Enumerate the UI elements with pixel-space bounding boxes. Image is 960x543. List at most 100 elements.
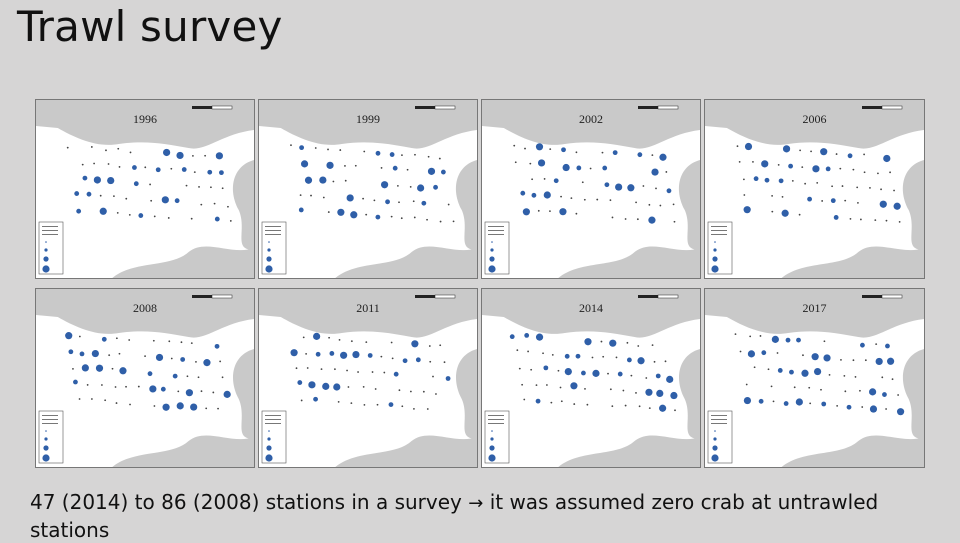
scale-bar bbox=[638, 106, 658, 109]
coastline-east bbox=[678, 160, 700, 250]
map-canvas bbox=[259, 289, 477, 467]
legend-text-line bbox=[711, 234, 727, 235]
station-marker bbox=[836, 405, 839, 407]
station-marker bbox=[527, 350, 530, 353]
station-marker bbox=[314, 147, 317, 149]
coastline-north bbox=[36, 289, 254, 338]
station-marker bbox=[385, 199, 390, 205]
station-marker bbox=[302, 336, 305, 339]
station-marker bbox=[365, 341, 368, 344]
station-marker bbox=[132, 165, 137, 170]
station-marker bbox=[531, 178, 534, 181]
station-marker bbox=[86, 191, 92, 197]
station-marker bbox=[432, 375, 434, 378]
station-marker bbox=[898, 220, 901, 223]
station-marker bbox=[128, 339, 131, 341]
station-marker bbox=[406, 168, 409, 171]
station-marker bbox=[113, 195, 115, 198]
station-marker bbox=[666, 188, 672, 194]
station-marker bbox=[163, 148, 171, 157]
station-marker bbox=[843, 374, 846, 377]
station-marker bbox=[411, 340, 419, 348]
scale-bar bbox=[434, 105, 456, 110]
station-marker bbox=[802, 354, 804, 357]
station-marker bbox=[537, 159, 546, 167]
station-marker bbox=[615, 183, 623, 191]
coastline-east bbox=[232, 160, 254, 250]
station-marker bbox=[78, 398, 81, 400]
station-marker bbox=[637, 357, 645, 365]
coastline-east bbox=[678, 349, 700, 439]
map-year-label: 2011 bbox=[356, 301, 380, 315]
station-marker bbox=[304, 176, 313, 184]
station-marker bbox=[636, 218, 639, 221]
station-marker bbox=[830, 198, 836, 204]
station-marker bbox=[809, 402, 812, 405]
station-marker bbox=[362, 197, 365, 200]
station-marker bbox=[559, 208, 567, 216]
station-marker bbox=[68, 349, 74, 355]
station-marker bbox=[764, 177, 770, 183]
coastline-east bbox=[232, 349, 254, 439]
station-marker bbox=[782, 145, 791, 153]
station-marker bbox=[736, 145, 739, 148]
station-marker bbox=[875, 357, 883, 366]
station-marker bbox=[168, 340, 171, 343]
station-marker bbox=[322, 382, 330, 390]
station-marker bbox=[190, 342, 193, 345]
station-marker bbox=[137, 385, 140, 388]
scale-bar bbox=[415, 295, 435, 298]
station-marker bbox=[327, 148, 329, 151]
legend-symbol bbox=[489, 445, 495, 451]
station-marker bbox=[413, 216, 416, 219]
station-marker bbox=[564, 353, 570, 359]
legend-text-line bbox=[42, 415, 58, 416]
station-marker bbox=[591, 356, 594, 359]
legend-symbol bbox=[44, 248, 48, 252]
station-marker bbox=[651, 154, 654, 157]
map-year-label: 1999 bbox=[356, 112, 380, 126]
station-marker bbox=[362, 385, 365, 388]
station-marker bbox=[344, 165, 346, 167]
legend-symbol bbox=[712, 256, 718, 262]
station-marker bbox=[190, 217, 193, 220]
station-marker bbox=[86, 384, 89, 386]
station-marker bbox=[602, 355, 605, 358]
station-marker bbox=[214, 216, 220, 222]
scale-bar bbox=[211, 294, 233, 299]
station-marker bbox=[334, 368, 336, 371]
station-marker bbox=[427, 167, 436, 175]
station-marker bbox=[893, 202, 901, 210]
legend-box bbox=[261, 221, 287, 275]
station-marker bbox=[550, 401, 553, 404]
station-marker bbox=[125, 385, 127, 388]
station-marker bbox=[153, 405, 156, 407]
station-marker bbox=[581, 181, 584, 184]
legend-text-line bbox=[42, 419, 58, 420]
station-marker bbox=[852, 168, 855, 171]
station-marker bbox=[295, 367, 298, 370]
coastline-north bbox=[482, 289, 700, 338]
legend-symbol bbox=[268, 430, 270, 432]
station-marker bbox=[90, 398, 93, 400]
station-marker bbox=[666, 375, 674, 383]
station-marker bbox=[155, 167, 161, 173]
station-marker bbox=[801, 166, 804, 169]
coastline-east bbox=[902, 160, 924, 250]
station-marker bbox=[90, 146, 93, 148]
legend-symbol bbox=[711, 454, 719, 462]
station-marker bbox=[825, 166, 831, 172]
station-marker bbox=[869, 405, 878, 413]
station-marker bbox=[376, 403, 379, 406]
survey-map-panel: 2002 bbox=[481, 99, 701, 279]
station-marker bbox=[229, 220, 232, 222]
station-marker bbox=[409, 185, 412, 188]
legend-box bbox=[484, 221, 510, 275]
station-marker bbox=[350, 211, 358, 219]
caption-text-before: 47 (2014) to 86 (2008) stations in a sur… bbox=[30, 490, 462, 514]
station-marker bbox=[320, 368, 323, 371]
station-marker bbox=[592, 369, 600, 377]
station-marker bbox=[841, 185, 844, 187]
station-marker bbox=[849, 217, 852, 220]
station-marker bbox=[624, 218, 627, 220]
